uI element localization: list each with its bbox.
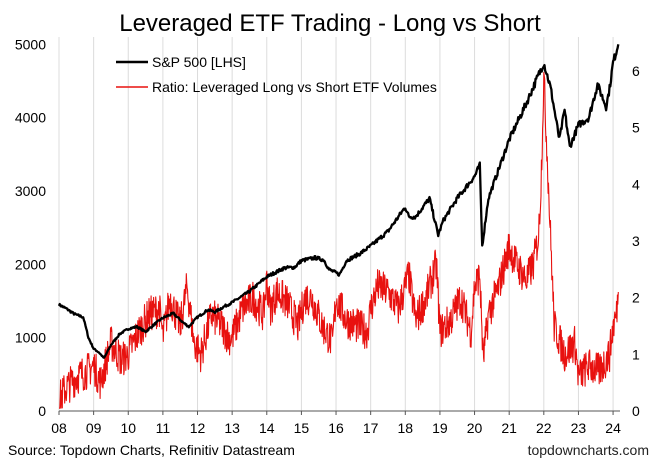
- y-left-tick-3000: 3000: [15, 183, 46, 199]
- x-tick-label-13: 13: [224, 420, 240, 436]
- x-tick-label-16: 16: [328, 420, 344, 436]
- y-left-tick-5000: 5000: [15, 36, 46, 52]
- x-tick-label-11: 11: [156, 420, 171, 436]
- y-axis-left: 0 1000 2000 3000 4000 5000: [15, 36, 46, 419]
- x-tick-label-17: 17: [363, 420, 379, 436]
- chart-svg: Leveraged ETF Trading - Long vs Short 0 1…: [0, 0, 657, 470]
- y-right-tick-2: 2: [632, 290, 640, 306]
- x-tick-label-15: 15: [294, 420, 310, 436]
- x-tick-label-24: 24: [605, 420, 621, 436]
- x-tick-label-12: 12: [190, 420, 206, 436]
- x-tick-label-20: 20: [467, 420, 483, 436]
- x-tick-label-23: 23: [571, 420, 587, 436]
- x-axis: 08 09 10 11 12 13 14 15 16 17 18 19 20 21 22 23 24: [51, 411, 621, 436]
- y-right-tick-4: 4: [632, 176, 640, 192]
- y-right-tick-1: 1: [632, 346, 640, 362]
- y-left-tick-0: 0: [38, 403, 46, 419]
- brand-link[interactable]: topdowncharts.com: [528, 442, 649, 458]
- x-tick-label-10: 10: [120, 420, 136, 436]
- legend: S&P 500 [LHS] Ratio: Leveraged Long vs S…: [116, 54, 437, 95]
- chart-title: Leveraged ETF Trading - Long vs Short: [119, 10, 541, 37]
- y-left-tick-2000: 2000: [15, 256, 46, 272]
- x-tick-label-14: 14: [259, 420, 275, 436]
- legend-label-sp500: S&P 500 [LHS]: [152, 54, 246, 70]
- legend-label-ratio: Ratio: Leveraged Long vs Short ETF Volum…: [152, 79, 437, 95]
- y-axis-right: 0 1 2 3 4 5 6: [632, 63, 640, 419]
- y-right-tick-6: 6: [632, 63, 640, 79]
- x-tick-label-18: 18: [398, 420, 414, 436]
- y-right-tick-5: 5: [632, 120, 640, 136]
- y-right-tick-3: 3: [632, 233, 640, 249]
- series-lines: [59, 44, 618, 408]
- series-line-ratio: [59, 73, 618, 409]
- y-left-tick-4000: 4000: [15, 110, 46, 126]
- x-tick-label-21: 21: [501, 420, 517, 436]
- y-left-tick-1000: 1000: [15, 330, 46, 346]
- x-tick-label-22: 22: [536, 420, 552, 436]
- x-tick-label-09: 09: [86, 420, 102, 436]
- x-tick-label-08: 08: [51, 420, 67, 436]
- y-right-tick-0: 0: [632, 403, 640, 419]
- source-note: Source: Topdown Charts, Refinitiv Datast…: [8, 442, 295, 458]
- x-tick-label-19: 19: [432, 420, 448, 436]
